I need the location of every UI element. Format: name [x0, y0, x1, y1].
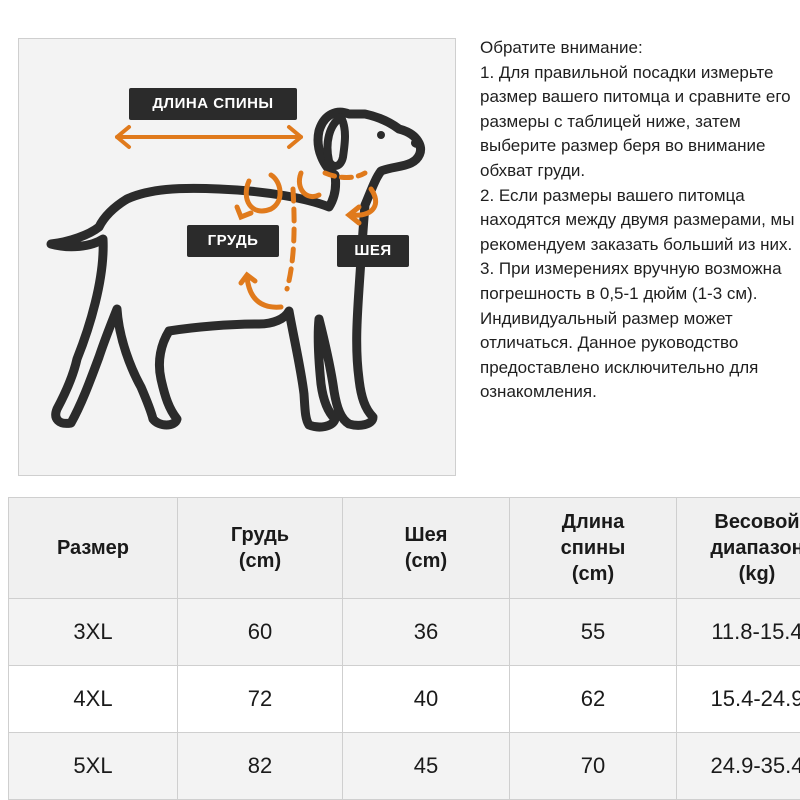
- cell-back-length: 62: [509, 665, 677, 733]
- cell-chest: 82: [177, 732, 343, 800]
- cell-size: 5XL: [8, 732, 178, 800]
- neck-measurement-arrows: [297, 170, 378, 226]
- table-row: 3XL 60 36 55 11.8-15.4: [8, 598, 800, 666]
- back-length-arrow: [115, 125, 303, 149]
- measurement-notes: Обратите внимание: 1. Для правильной пос…: [480, 36, 796, 405]
- cell-chest: 60: [177, 598, 343, 666]
- table-row: 4XL 72 40 62 15.4-24.9: [8, 665, 800, 733]
- table-row: 5XL 82 45 70 24.9-35.4: [8, 732, 800, 800]
- dog-nose: [411, 138, 423, 148]
- neck-label: ШЕЯ: [337, 235, 409, 267]
- cell-weight-range: 11.8-15.4: [676, 598, 800, 666]
- note-item-1: 1. Для правильной посадки измерьте разме…: [480, 62, 791, 180]
- notes-heading: Обратите внимание:: [480, 38, 643, 57]
- header-weight-range: Весовой диапазон (kg): [676, 497, 800, 599]
- header-back-length: Длина спины (cm): [509, 497, 677, 599]
- cell-size: 3XL: [8, 598, 178, 666]
- chest-label: ГРУДЬ: [187, 225, 279, 257]
- cell-neck: 40: [342, 665, 510, 733]
- dog-silhouette: [46, 107, 426, 432]
- cell-size: 4XL: [8, 665, 178, 733]
- note-item-3: 3. При измерениях вручную возможна погре…: [480, 259, 782, 402]
- dog-eye: [377, 131, 385, 139]
- table-header-row: Размер Грудь (cm) Шея (cm) Длина спины (…: [8, 497, 800, 599]
- header-neck: Шея (cm): [342, 497, 510, 599]
- note-item-2: 2. Если размеры вашего питомца находятся…: [480, 185, 795, 254]
- cell-weight-range: 15.4-24.9: [676, 665, 800, 733]
- header-size: Размер: [8, 497, 178, 599]
- dog-ear: [323, 113, 349, 170]
- size-table: Размер Грудь (cm) Шея (cm) Длина спины (…: [8, 497, 800, 800]
- dog-measurement-diagram: ДЛИНА СПИНЫ ГРУДЬ ШЕЯ: [18, 38, 456, 476]
- back-length-label: ДЛИНА СПИНЫ: [129, 88, 297, 120]
- dog-outline-illustration: [46, 107, 426, 432]
- cell-weight-range: 24.9-35.4: [676, 732, 800, 800]
- cell-chest: 72: [177, 665, 343, 733]
- cell-back-length: 55: [509, 598, 677, 666]
- chest-measurement-arrows: [234, 172, 297, 310]
- header-chest: Грудь (cm): [177, 497, 343, 599]
- cell-neck: 45: [342, 732, 510, 800]
- cell-back-length: 70: [509, 732, 677, 800]
- cell-neck: 36: [342, 598, 510, 666]
